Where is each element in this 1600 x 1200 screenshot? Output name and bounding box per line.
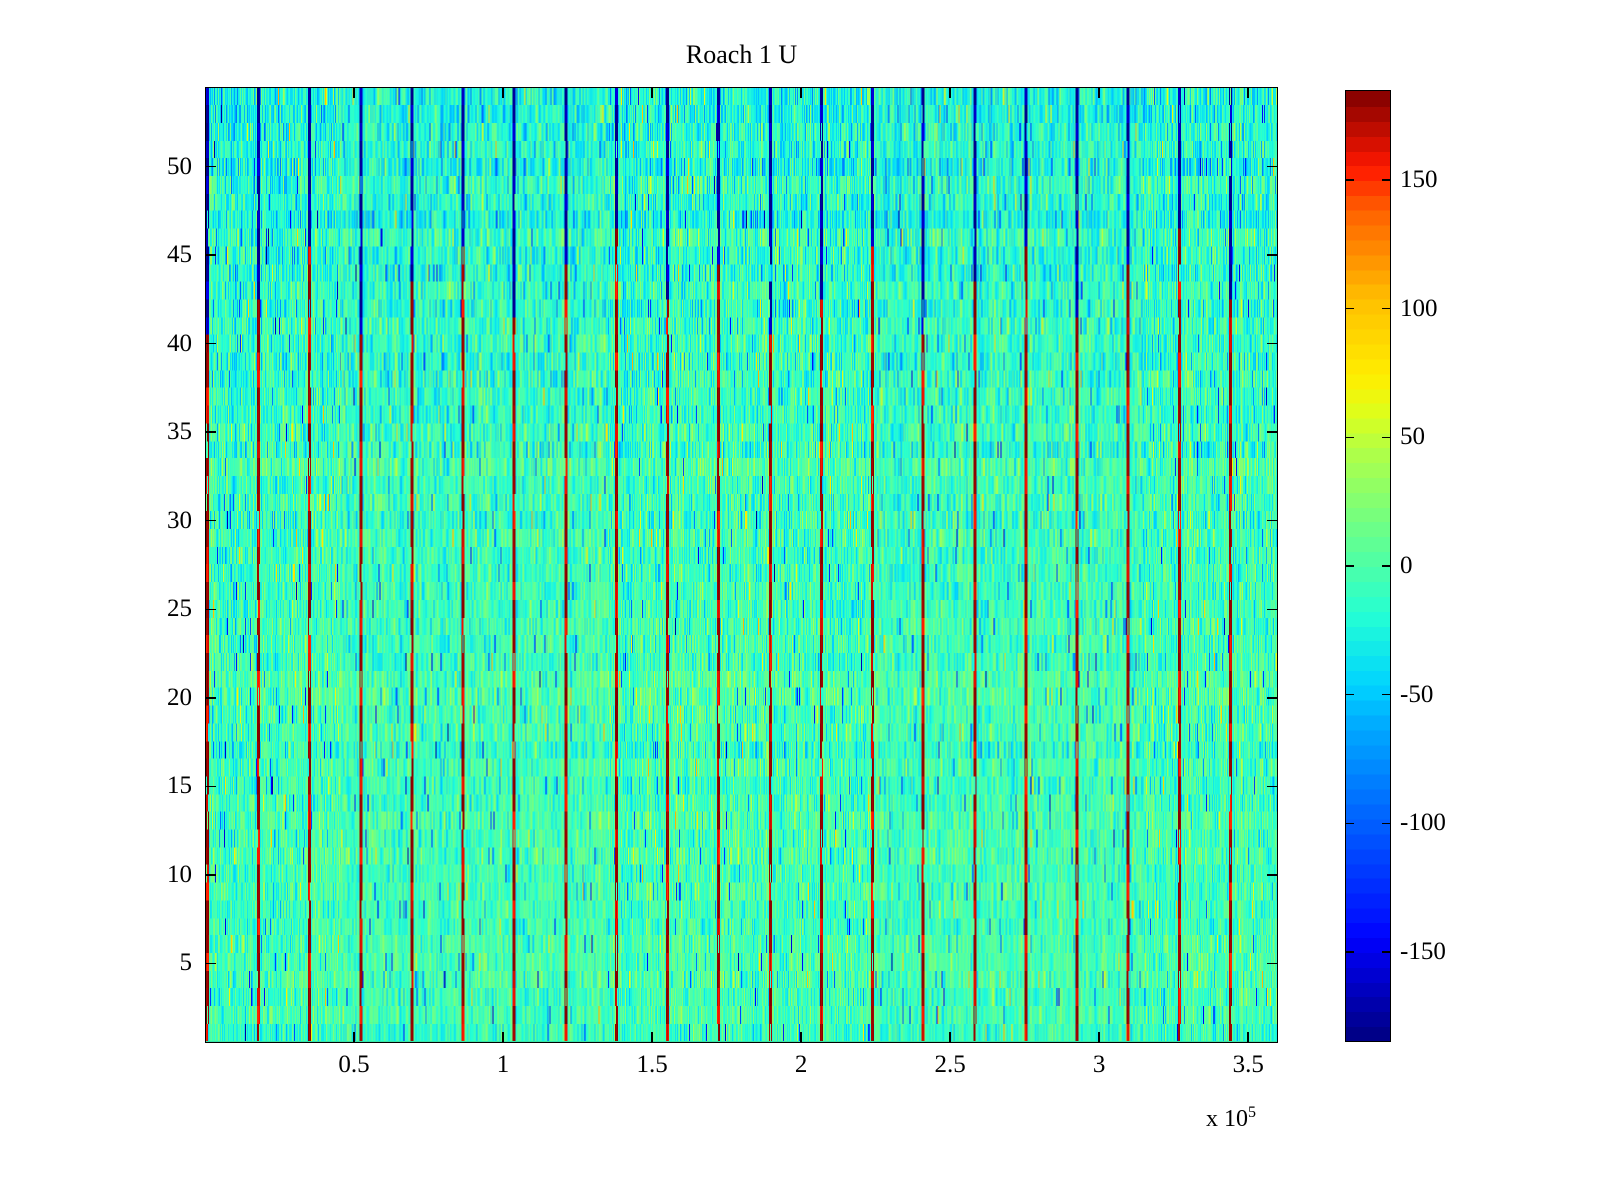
y-axis-tick-label: 5 — [179, 949, 193, 977]
colorbar-tick-mirror — [1382, 693, 1391, 696]
y-axis-tick — [205, 431, 216, 433]
y-axis-tick — [205, 697, 216, 699]
x-axis-tick — [949, 1032, 951, 1043]
y-axis-tick — [205, 608, 216, 610]
x-axis-tick-label: 1.5 — [636, 1051, 668, 1078]
heatmap-axes[interactable] — [205, 87, 1278, 1043]
y-axis-tick-mirror — [1267, 519, 1278, 522]
x-axis-tick — [502, 1032, 504, 1043]
x-axis-tick — [1098, 1032, 1100, 1043]
x-axis-tick-mirror — [800, 87, 802, 98]
x-axis-tick-label: 3 — [1092, 1051, 1106, 1078]
y-axis-tick-mirror — [1267, 342, 1278, 345]
y-axis-tick — [205, 519, 216, 522]
colorbar-tick-mirror — [1382, 307, 1391, 310]
x-axis-tick-mirror — [949, 87, 951, 98]
colorbar-tick-label: 100 — [1400, 294, 1438, 322]
y-axis-tick-mirror — [1267, 874, 1278, 876]
colorbar-tick-mirror — [1382, 565, 1391, 567]
y-axis-tick — [205, 342, 216, 345]
y-axis-tick — [205, 165, 216, 168]
x-axis-tick — [353, 1032, 355, 1043]
y-axis-tick-label: 35 — [167, 418, 192, 446]
y-axis-tick-label: 10 — [167, 860, 192, 888]
colorbar-tick-label: -50 — [1400, 680, 1434, 708]
x-axis-tick-label: 1 — [496, 1051, 510, 1078]
y-axis-tick-label: 40 — [167, 329, 192, 357]
colorbar-tick — [1345, 822, 1354, 825]
colorbar-tick — [1345, 436, 1354, 439]
y-axis-tick-mirror — [1267, 962, 1278, 965]
x-axis-tick-mirror — [353, 87, 355, 98]
colorbar-tick-mirror — [1382, 179, 1391, 181]
colorbar-tick-mirror — [1382, 951, 1391, 953]
x-axis-exponent-base: x 10 — [1206, 1106, 1248, 1132]
y-axis-tick — [205, 874, 216, 876]
colorbar-tick-mirror — [1382, 436, 1391, 439]
colorbar-tick — [1345, 307, 1354, 310]
x-axis-tick — [1247, 1032, 1249, 1043]
y-axis-tick-mirror — [1267, 608, 1278, 610]
x-axis-tick-mirror — [1247, 87, 1249, 98]
y-axis-tick-mirror — [1267, 431, 1278, 433]
y-axis-tick-label: 50 — [167, 152, 192, 180]
y-axis-tick-label: 15 — [167, 772, 192, 800]
colorbar-tick-label: -100 — [1400, 809, 1446, 837]
x-axis-tick-mirror — [502, 87, 504, 98]
page-title: Roach 1 U — [685, 40, 798, 69]
x-axis-tick-mirror — [651, 87, 653, 98]
x-axis-exponent-label: x 105 — [1206, 1104, 1256, 1133]
x-axis-exponent-power: 5 — [1248, 1104, 1256, 1121]
x-axis-tick-label: 2.5 — [934, 1051, 966, 1078]
colorbar-tick-label: 0 — [1400, 552, 1413, 579]
y-axis-tick-mirror — [1267, 254, 1278, 256]
y-axis-tick-label: 30 — [167, 506, 192, 534]
y-axis-tick-mirror — [1267, 697, 1278, 699]
x-axis-tick — [800, 1032, 802, 1043]
x-axis-tick-label: 0.5 — [338, 1051, 370, 1078]
colorbar-tick — [1345, 179, 1354, 181]
heatmap-image[interactable] — [206, 88, 1277, 1042]
y-axis-tick-label: 25 — [167, 595, 192, 623]
y-axis-tick-mirror — [1267, 165, 1278, 168]
colorbar-tick-label: -150 — [1400, 937, 1446, 965]
x-axis-tick-label: 3.5 — [1232, 1051, 1264, 1078]
x-axis-tick — [651, 1032, 653, 1043]
y-axis-tick-label: 45 — [167, 241, 192, 269]
x-axis-tick-mirror — [1098, 87, 1100, 98]
colorbar-tick-mirror — [1382, 822, 1391, 825]
colorbar-tick-label: 50 — [1400, 423, 1425, 451]
colorbar-tick-label: 150 — [1400, 166, 1438, 194]
x-axis-tick-label: 2 — [794, 1051, 808, 1078]
colorbar-tick — [1345, 693, 1354, 696]
colorbar-tick — [1345, 951, 1354, 953]
colorbar-tick — [1345, 565, 1354, 567]
y-axis-tick — [205, 962, 216, 965]
y-axis-tick-mirror — [1267, 785, 1278, 788]
y-axis-tick — [205, 254, 216, 256]
y-axis-tick — [205, 785, 216, 788]
y-axis-tick-label: 20 — [167, 683, 192, 711]
